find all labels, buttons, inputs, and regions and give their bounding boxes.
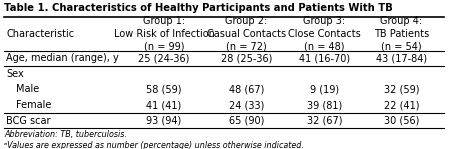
Text: Age, median (range), y: Age, median (range), y (6, 53, 119, 63)
Text: 22 (41): 22 (41) (384, 100, 419, 110)
Text: 9 (19): 9 (19) (310, 84, 339, 94)
Text: 25 (24-36): 25 (24-36) (138, 53, 190, 63)
Text: 65 (90): 65 (90) (229, 116, 264, 126)
Text: 32 (59): 32 (59) (384, 84, 419, 94)
Text: 32 (67): 32 (67) (307, 116, 342, 126)
Text: 30 (56): 30 (56) (384, 116, 419, 126)
Text: Table 1. Characteristics of Healthy Participants and Patients With TB: Table 1. Characteristics of Healthy Part… (4, 3, 393, 13)
Text: 43 (17-84): 43 (17-84) (376, 53, 427, 63)
Text: 28 (25-36): 28 (25-36) (221, 53, 272, 63)
Text: Male: Male (16, 84, 39, 94)
Text: 39 (81): 39 (81) (307, 100, 342, 110)
Text: Group 1:
Low Risk of Infection
(n = 99): Group 1: Low Risk of Infection (n = 99) (114, 16, 214, 51)
Text: 41 (41): 41 (41) (146, 100, 182, 110)
Text: Group 2:
Casual Contacts
(n = 72): Group 2: Casual Contacts (n = 72) (207, 16, 286, 51)
Text: Abbreviation: TB, tuberculosis.: Abbreviation: TB, tuberculosis. (4, 130, 128, 139)
Text: Group 3:
Close Contacts
(n = 48): Group 3: Close Contacts (n = 48) (288, 16, 361, 51)
Text: 41 (16-70): 41 (16-70) (299, 53, 350, 63)
Text: Group 4:
TB Patients
(n = 54): Group 4: TB Patients (n = 54) (374, 16, 429, 51)
Text: Sex: Sex (6, 69, 24, 79)
Text: BCG scar: BCG scar (6, 116, 51, 126)
Text: Characteristic: Characteristic (6, 29, 74, 39)
Text: ᵃValues are expressed as number (percentage) unless otherwise indicated.: ᵃValues are expressed as number (percent… (4, 141, 304, 149)
Text: 93 (94): 93 (94) (146, 116, 182, 126)
Text: 48 (67): 48 (67) (229, 84, 264, 94)
Text: 24 (33): 24 (33) (229, 100, 264, 110)
Text: 58 (59): 58 (59) (146, 84, 182, 94)
Text: Female: Female (16, 100, 52, 110)
